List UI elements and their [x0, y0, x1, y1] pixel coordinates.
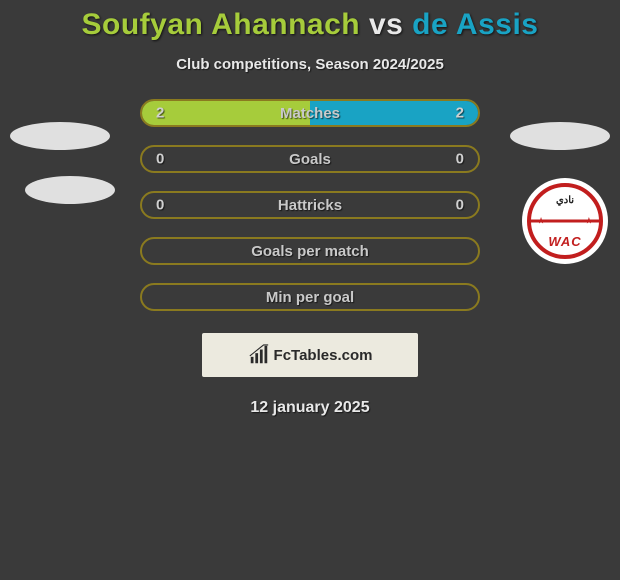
page-title: Soufyan Ahannach vs de Assis [0, 0, 620, 42]
stat-label: Min per goal [266, 289, 354, 306]
stat-label: Goals [289, 151, 331, 168]
stat-row-goals-per-match: Goals per match [140, 237, 480, 265]
bar-chart-icon [248, 344, 270, 366]
stat-label: Matches [280, 105, 340, 122]
stat-row-matches: 2 Matches 2 [140, 99, 480, 127]
stats-container: 2 Matches 2 0 Goals 0 0 Hattricks 0 Goal… [0, 99, 620, 311]
title-vs: vs [369, 8, 403, 41]
stat-label: Goals per match [251, 243, 369, 260]
date-text: 12 january 2025 [0, 399, 620, 417]
stat-value-right: 0 [456, 197, 464, 214]
stat-value-right: 0 [456, 151, 464, 168]
brand-text: FcTables.com [274, 347, 373, 364]
stat-label: Hattricks [278, 197, 342, 214]
stat-value-left: 0 [156, 151, 164, 168]
stat-value-left: 0 [156, 197, 164, 214]
infographic-root: Soufyan Ahannach vs de Assis Club compet… [0, 0, 620, 580]
stat-row-min-per-goal: Min per goal [140, 283, 480, 311]
stat-value-right: 2 [456, 105, 464, 122]
stat-value-left: 2 [156, 105, 164, 122]
stat-row-goals: 0 Goals 0 [140, 145, 480, 173]
brand-box: FcTables.com [202, 333, 418, 377]
stat-row-hattricks: 0 Hattricks 0 [140, 191, 480, 219]
subtitle: Club competitions, Season 2024/2025 [0, 56, 620, 73]
title-player2: de Assis [412, 8, 538, 41]
title-player1: Soufyan Ahannach [82, 8, 361, 41]
